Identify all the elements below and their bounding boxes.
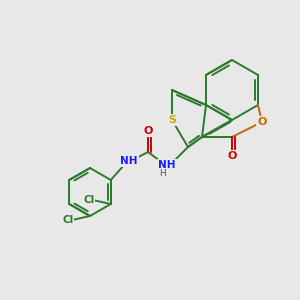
Text: O: O xyxy=(227,151,237,161)
Text: Cl: Cl xyxy=(62,215,74,225)
Text: H: H xyxy=(159,169,165,178)
Text: NH: NH xyxy=(158,160,176,170)
Text: S: S xyxy=(168,115,176,125)
Text: NH: NH xyxy=(120,156,138,166)
Text: O: O xyxy=(257,117,267,127)
Text: O: O xyxy=(143,126,153,136)
Text: Cl: Cl xyxy=(83,195,94,205)
